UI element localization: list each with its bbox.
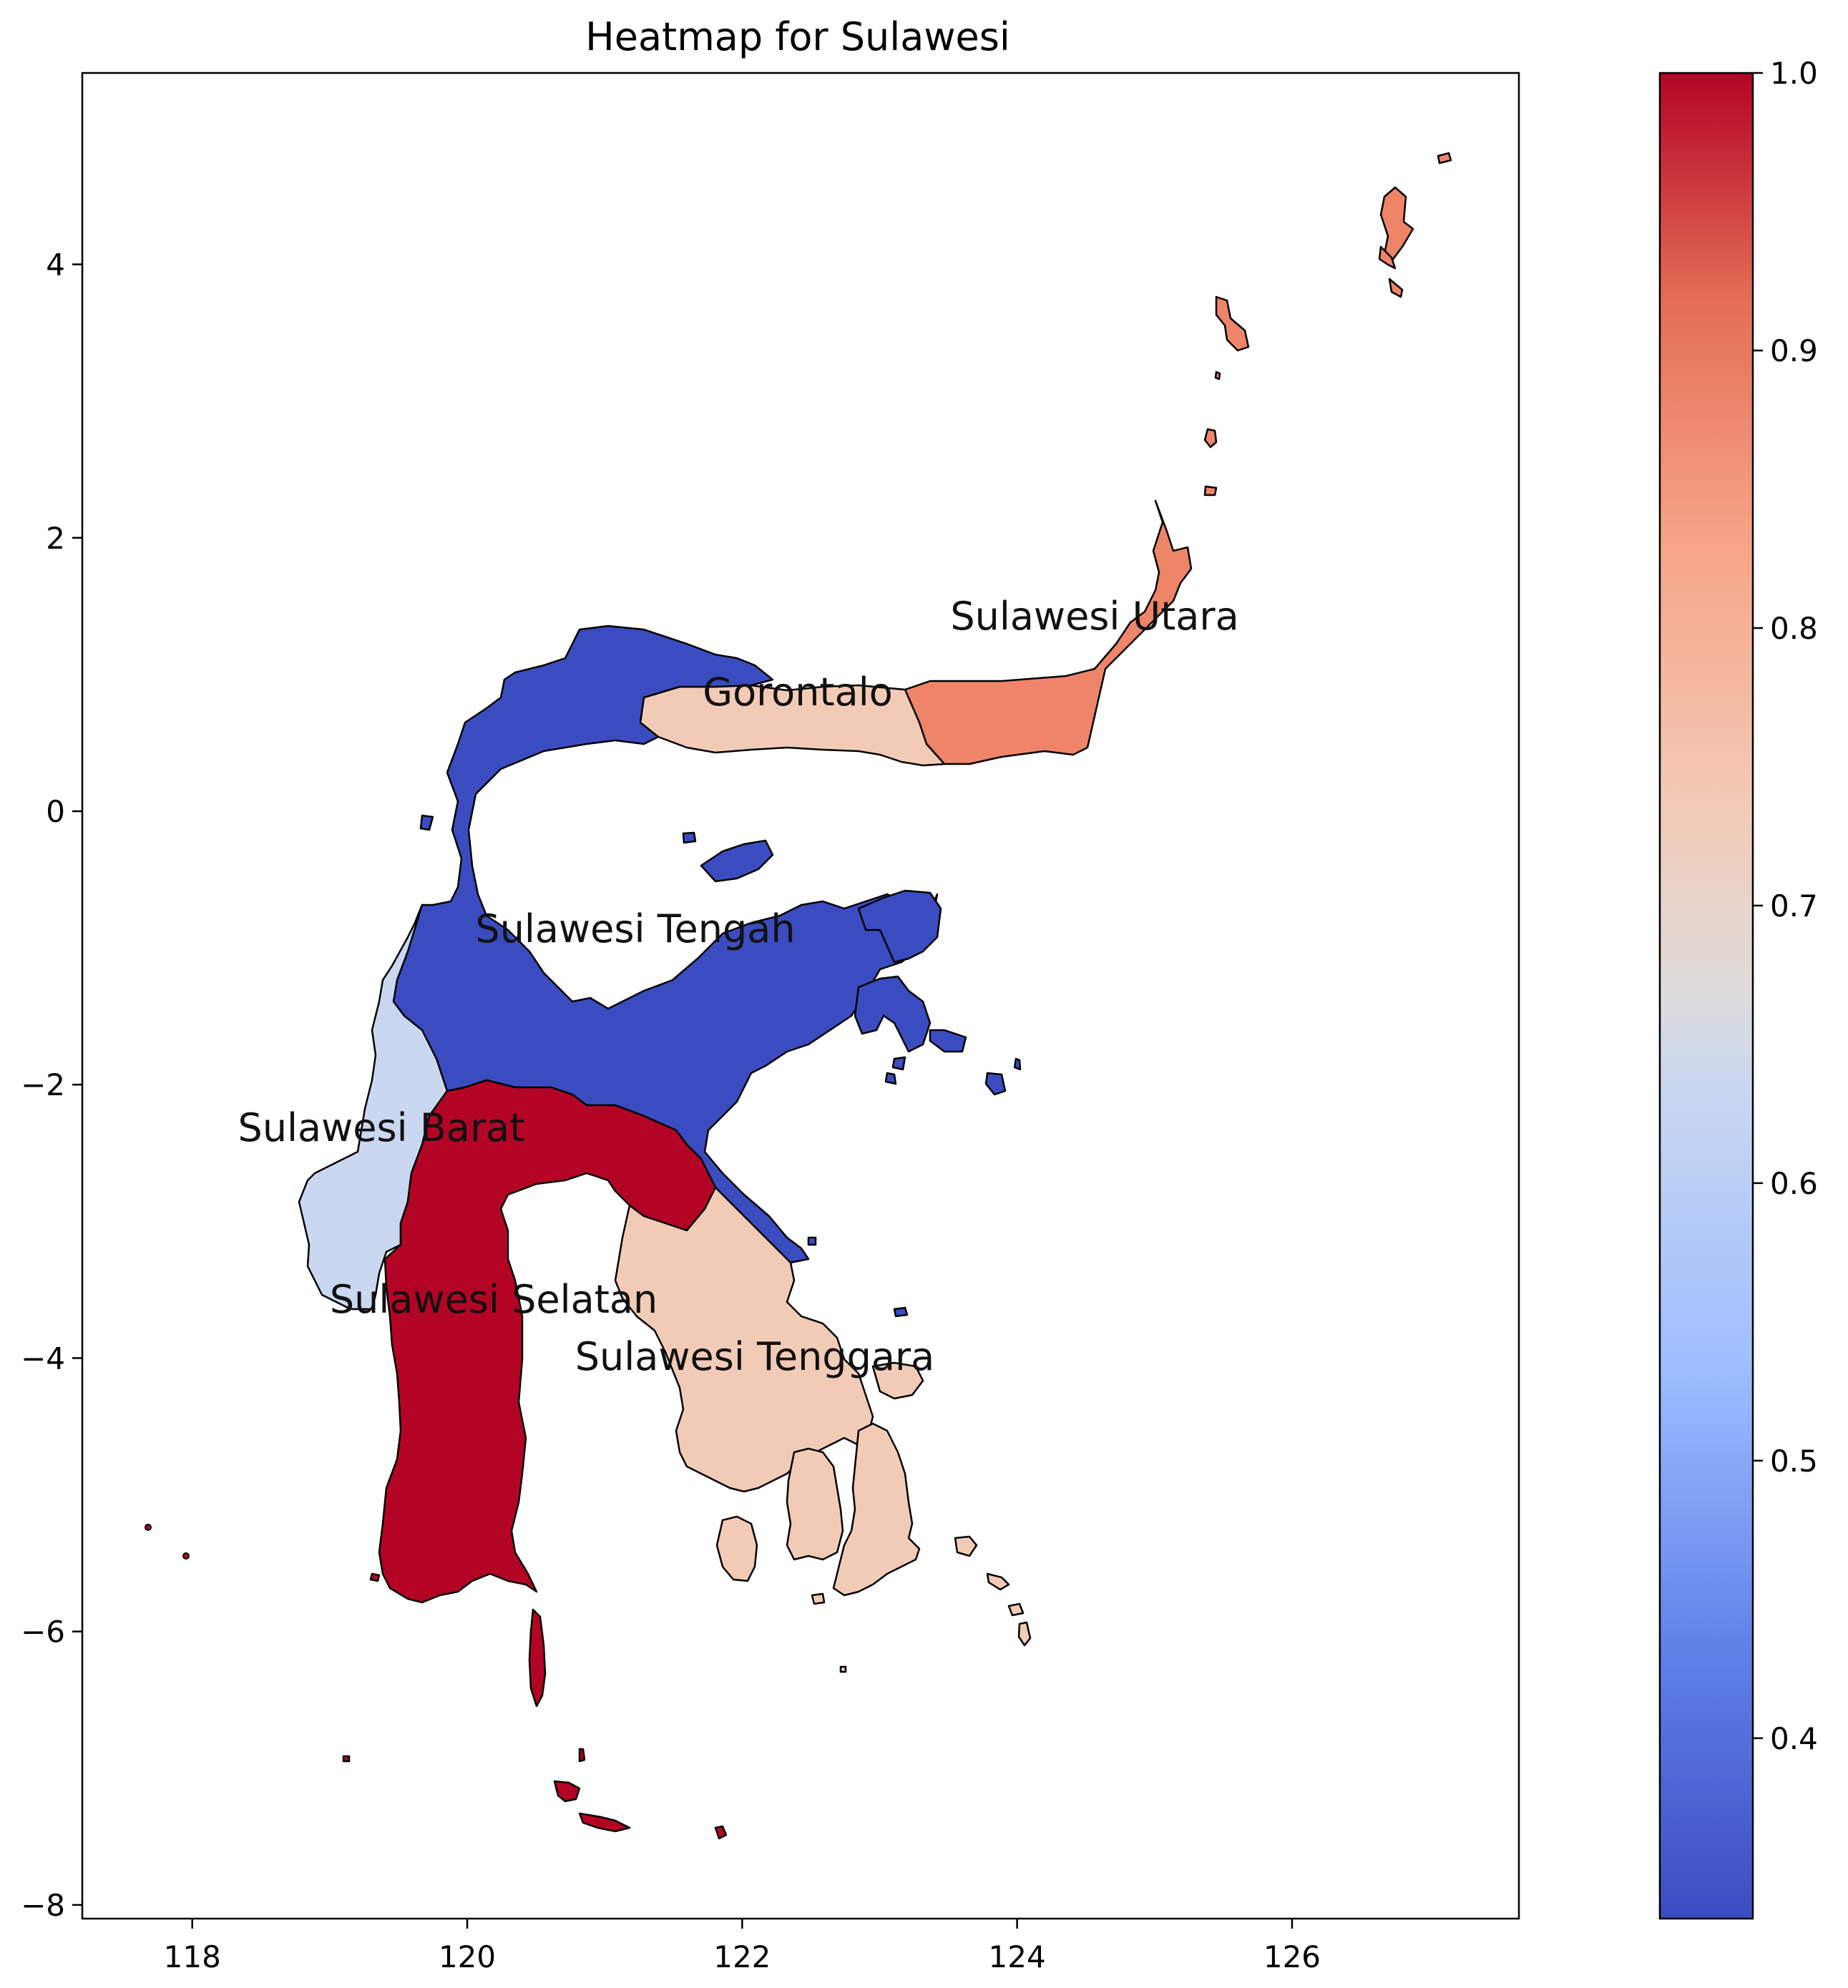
region-label-sulawesi-selatan: Sulawesi Selatan xyxy=(330,1277,657,1322)
region-shape-sulawesi-tengah xyxy=(700,839,774,883)
region-shape-sulawesi-barat xyxy=(298,904,449,1311)
region-sulawesi-selatan xyxy=(342,1079,728,1840)
colorbar-tick-label: 0.9 xyxy=(1770,333,1818,368)
x-tick-label: 124 xyxy=(989,1939,1046,1974)
region-label-sulawesi-barat: Sulawesi Barat xyxy=(238,1105,525,1150)
region-shape-sulawesi-tengah xyxy=(419,814,434,831)
chart-title: Heatmap for Sulawesi xyxy=(585,14,1010,59)
region-label-gorontalo: Gorontalo xyxy=(703,670,892,715)
region-shape-sulawesi-utara xyxy=(1378,245,1397,270)
region-shape-sulawesi-tengah xyxy=(893,1306,909,1318)
colorbar-tick-label: 0.7 xyxy=(1770,888,1818,924)
plot-frame xyxy=(81,72,1520,1920)
region-shape-sulawesi-tenggara xyxy=(954,1535,978,1557)
region-shape-sulawesi-utara xyxy=(1203,485,1218,496)
region-shape-sulawesi-tenggara xyxy=(1017,1621,1032,1647)
x-tick-label: 126 xyxy=(1263,1939,1321,1974)
region-shape-sulawesi-utara xyxy=(1203,428,1218,449)
colorbar-tick-label: 0.5 xyxy=(1770,1444,1818,1479)
region-shape-sulawesi-selatan xyxy=(378,1079,717,1604)
y-tick-label: −8 xyxy=(21,1888,65,1923)
region-shape-sulawesi-selatan xyxy=(578,1748,586,1763)
region-shape-sulawesi-tenggara xyxy=(871,1361,924,1400)
region-shape-sulawesi-selatan xyxy=(369,1572,381,1582)
x-axis: 118 120 122 124 126 xyxy=(164,1919,1321,1974)
region-shape-sulawesi-tengah xyxy=(891,1056,906,1071)
y-tick-label: 4 xyxy=(46,248,65,283)
region-shape-sulawesi-selatan xyxy=(714,1825,728,1840)
region-shape-gorontalo xyxy=(639,684,946,767)
region-shape-sulawesi-utara xyxy=(1214,371,1221,381)
region-shape-sulawesi-tengah xyxy=(884,1072,897,1085)
region-shape-sulawesi-tengah xyxy=(984,1072,1007,1096)
region-sulawesi-barat xyxy=(298,904,449,1311)
y-tick-label: −6 xyxy=(21,1615,65,1650)
region-shape-sulawesi-selatan xyxy=(528,1608,547,1708)
region-sulawesi-utara xyxy=(904,152,1452,765)
region-shape-sulawesi-tenggara xyxy=(1007,1602,1025,1617)
region-label-sulawesi-tenggara: Sulawesi Tenggara xyxy=(575,1334,934,1379)
region-shape-sulawesi-tenggara xyxy=(986,1572,1010,1591)
y-tick-label: 0 xyxy=(46,794,65,829)
region-shape-sulawesi-tenggara xyxy=(832,1422,921,1597)
region-shape-sulawesi-tenggara xyxy=(839,1665,847,1673)
colorbar-tick-label: 0.6 xyxy=(1770,1166,1818,1201)
region-shape-sulawesi-selatan xyxy=(553,1780,581,1803)
region-shape-sulawesi-tenggara xyxy=(614,1186,874,1493)
y-tick-label: −4 xyxy=(21,1341,65,1376)
region-islets xyxy=(145,1524,190,1559)
region-shape-sulawesi-tenggara xyxy=(811,1592,826,1605)
colorbar-tick-label: 0.8 xyxy=(1770,611,1818,646)
colorbar-ticks: 1.0 0.9 0.8 0.7 0.6 0.5 0.4 xyxy=(1753,56,1818,1756)
region-label-sulawesi-tengah: Sulawesi Tengah xyxy=(475,906,795,951)
region-shape-sulawesi-utara xyxy=(1215,295,1250,352)
region-shape-sulawesi-utara xyxy=(1437,152,1452,165)
islet-shape xyxy=(145,1524,152,1531)
region-shape-sulawesi-selatan xyxy=(342,1755,351,1763)
region-shape-sulawesi-tenggara xyxy=(715,1515,758,1582)
colorbar xyxy=(1658,72,1754,1920)
y-tick-label: 2 xyxy=(46,521,65,556)
y-tick-label: −2 xyxy=(21,1067,65,1102)
islet-shape xyxy=(182,1552,190,1559)
region-shape-sulawesi-tenggara xyxy=(786,1447,844,1561)
colorbar-tick-label: 1.0 xyxy=(1770,56,1818,91)
region-shape-sulawesi-tengah xyxy=(857,889,942,964)
region-shape-sulawesi-tengah xyxy=(929,1029,967,1053)
region-sulawesi-tenggara xyxy=(614,1186,1032,1673)
region-shape-sulawesi-tengah xyxy=(807,1236,817,1246)
region-gorontalo xyxy=(639,684,946,767)
region-labels: Sulawesi Utara Gorontalo Sulawesi Tengah Su… xyxy=(238,594,1239,1379)
region-shape-sulawesi-utara xyxy=(904,499,1193,765)
x-tick-label: 118 xyxy=(164,1939,221,1974)
region-shape-sulawesi-tengah xyxy=(682,831,697,844)
x-tick-label: 120 xyxy=(439,1939,496,1974)
region-shape-sulawesi-tengah xyxy=(854,975,932,1053)
region-label-sulawesi-utara: Sulawesi Utara xyxy=(950,594,1238,639)
region-shape-sulawesi-selatan xyxy=(578,1812,631,1833)
region-shape-sulawesi-utara xyxy=(1379,186,1414,263)
map-layer xyxy=(145,152,1452,1840)
region-shape-sulawesi-tengah xyxy=(1013,1057,1022,1071)
x-tick-label: 122 xyxy=(713,1939,771,1974)
y-axis: 4 2 0 −2 −4 −6 −8 xyxy=(21,248,82,1923)
region-sulawesi-tengah xyxy=(392,625,1022,1318)
colorbar-tick-label: 0.4 xyxy=(1770,1721,1818,1756)
region-shape-sulawesi-utara xyxy=(1388,278,1404,298)
